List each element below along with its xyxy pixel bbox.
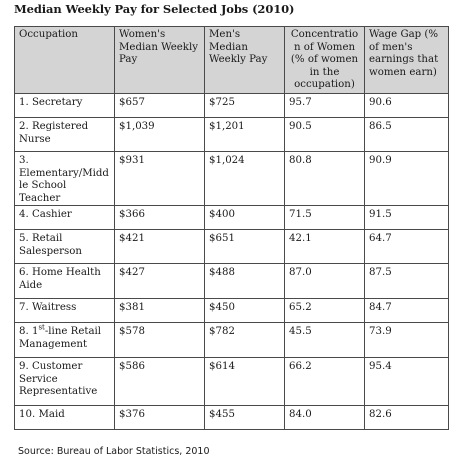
- header-occupation: Occupation: [14, 26, 115, 94]
- table-row: 7. Waitress $381 $450 65.2 84.7: [14, 298, 449, 323]
- table-title: Median Weekly Pay for Selected Jobs (201…: [14, 2, 295, 16]
- cell-mens-pay: $725: [204, 93, 285, 118]
- cell-occupation: 5. Retail Salesperson: [14, 229, 115, 264]
- cell-womens-pay: $376: [114, 405, 205, 430]
- cell-mens-pay: $488: [204, 263, 285, 299]
- cell-womens-pay: $931: [114, 151, 205, 206]
- cell-womens-pay: $381: [114, 298, 205, 323]
- cell-concentration: 65.2: [284, 298, 365, 323]
- table-row: 5. Retail Salesperson $421 $651 42.1 64.…: [14, 229, 449, 264]
- cell-wage-gap: 90.6: [364, 93, 449, 118]
- cell-wage-gap: 95.4: [364, 357, 449, 406]
- table-row: 9. Customer Service Representative $586 …: [14, 357, 449, 406]
- cell-mens-pay: $782: [204, 322, 285, 358]
- occupation-suffix: -line Retail Management: [19, 326, 102, 350]
- cell-concentration: 80.8: [284, 151, 365, 206]
- header-womens-pay: Women's Median Weekly Pay: [114, 26, 205, 94]
- table-row: 6. Home Health Aide $427 $488 87.0 87.5: [14, 263, 449, 299]
- cell-wage-gap: 82.6: [364, 405, 449, 430]
- cell-womens-pay: $657: [114, 93, 205, 118]
- cell-occupation: 7. Waitress: [14, 298, 115, 323]
- cell-womens-pay: $421: [114, 229, 205, 264]
- cell-wage-gap: 73.9: [364, 322, 449, 358]
- header-row: Occupation Women's Median Weekly Pay Men…: [14, 26, 449, 94]
- cell-occupation: 10. Maid: [14, 405, 115, 430]
- cell-mens-pay: $400: [204, 205, 285, 230]
- cell-mens-pay: $1,201: [204, 117, 285, 152]
- cell-occupation: 3. Elementary/Middle School Teacher: [14, 151, 115, 206]
- cell-wage-gap: 91.5: [364, 205, 449, 230]
- cell-womens-pay: $578: [114, 322, 205, 358]
- cell-mens-pay: $450: [204, 298, 285, 323]
- cell-wage-gap: 84.7: [364, 298, 449, 323]
- ordinal-suffix: st: [38, 323, 45, 332]
- cell-wage-gap: 64.7: [364, 229, 449, 264]
- cell-concentration: 84.0: [284, 405, 365, 430]
- pay-table: Occupation Women's Median Weekly Pay Men…: [14, 26, 449, 430]
- cell-concentration: 90.5: [284, 117, 365, 152]
- cell-womens-pay: $427: [114, 263, 205, 299]
- cell-concentration: 95.7: [284, 93, 365, 118]
- cell-occupation: 2. Registered Nurse: [14, 117, 115, 152]
- occupation-prefix: 8. 1: [19, 326, 39, 337]
- table-row: 8. 1st-line Retail Management $578 $782 …: [14, 322, 449, 358]
- header-wage-gap: Wage Gap (% of men's earnings that women…: [364, 26, 449, 94]
- table-row: 4. Cashier $366 $400 71.5 91.5: [14, 205, 449, 230]
- cell-wage-gap: 87.5: [364, 263, 449, 299]
- cell-occupation: 8. 1st-line Retail Management: [14, 322, 115, 358]
- cell-womens-pay: $366: [114, 205, 205, 230]
- cell-womens-pay: $1,039: [114, 117, 205, 152]
- cell-occupation: 6. Home Health Aide: [14, 263, 115, 299]
- cell-mens-pay: $614: [204, 357, 285, 406]
- cell-concentration: 87.0: [284, 263, 365, 299]
- cell-occupation: 1. Secretary: [14, 93, 115, 118]
- table-row: 3. Elementary/Middle School Teacher $931…: [14, 151, 449, 206]
- header-mens-pay: Men's Median Weekly Pay: [204, 26, 285, 94]
- cell-wage-gap: 90.9: [364, 151, 449, 206]
- cell-concentration: 42.1: [284, 229, 365, 264]
- cell-mens-pay: $1,024: [204, 151, 285, 206]
- table-row: 10. Maid $376 $455 84.0 82.6: [14, 405, 449, 430]
- cell-occupation: 4. Cashier: [14, 205, 115, 230]
- cell-mens-pay: $455: [204, 405, 285, 430]
- cell-occupation: 9. Customer Service Representative: [14, 357, 115, 406]
- table-row: 2. Registered Nurse $1,039 $1,201 90.5 8…: [14, 117, 449, 152]
- cell-concentration: 66.2: [284, 357, 365, 406]
- cell-concentration: 45.5: [284, 322, 365, 358]
- table-row: 1. Secretary $657 $725 95.7 90.6: [14, 93, 449, 118]
- cell-wage-gap: 86.5: [364, 117, 449, 152]
- cell-womens-pay: $586: [114, 357, 205, 406]
- cell-concentration: 71.5: [284, 205, 365, 230]
- cell-mens-pay: $651: [204, 229, 285, 264]
- source-note: Source: Bureau of Labor Statistics, 2010: [18, 446, 210, 457]
- header-concentration: Concentration of Women (% of women in th…: [284, 26, 365, 94]
